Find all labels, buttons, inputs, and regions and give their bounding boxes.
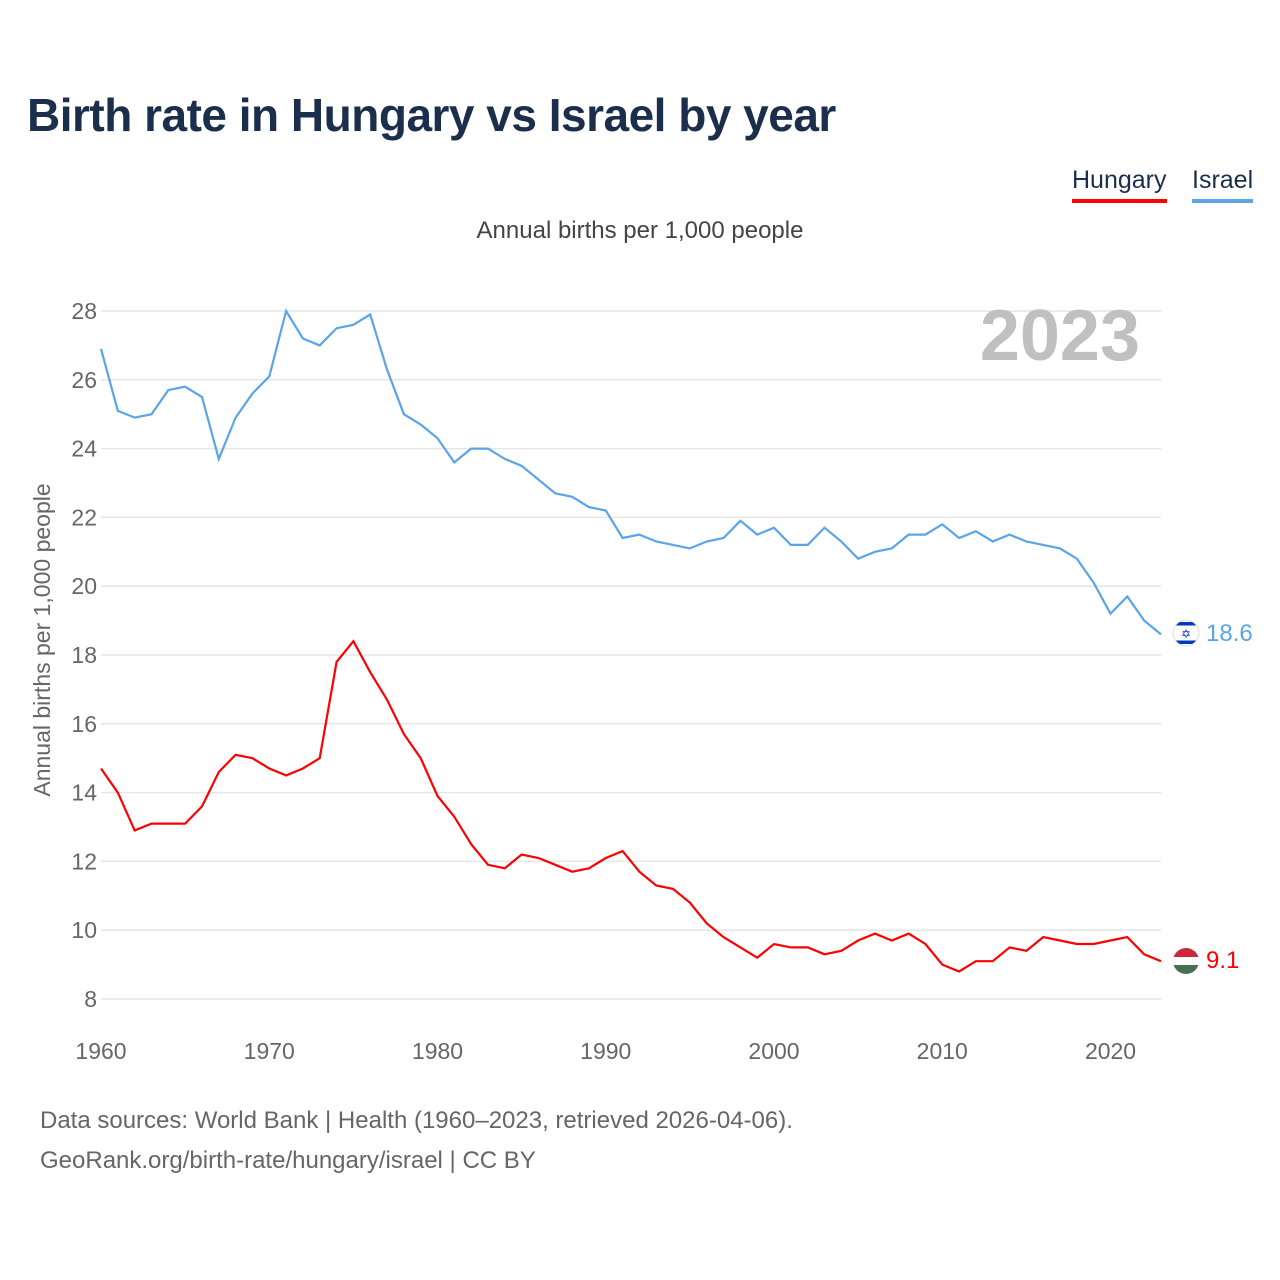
y-tick-label: 10: [71, 917, 97, 943]
y-tick-label: 20: [71, 573, 97, 599]
y-tick-label: 24: [71, 436, 97, 462]
year-watermark: 2023: [980, 296, 1140, 376]
svg-text:✡: ✡: [1181, 627, 1191, 641]
x-tick-label: 1980: [412, 1038, 463, 1064]
footer-source: Data sources: World Bank | Health (1960–…: [40, 1107, 793, 1134]
x-tick-label: 1970: [244, 1038, 295, 1064]
israel-flag-icon: ✡: [1172, 619, 1200, 647]
israel-series-line: [99, 308, 1162, 636]
x-tick-label: 2020: [1085, 1038, 1136, 1064]
footer-link[interactable]: GeoRank.org/birth-rate/hungary/israel | …: [40, 1147, 536, 1174]
y-tick-label: 22: [71, 504, 97, 530]
y-tick-label: 16: [71, 711, 97, 737]
y-tick-label: 26: [71, 367, 97, 393]
x-tick-label: 1990: [580, 1038, 631, 1064]
y-tick-label: 18: [71, 642, 97, 668]
hungary-end-label: 9.1: [1206, 947, 1239, 974]
chart-title: Birth rate in Hungary vs Israel by year: [27, 89, 836, 141]
x-tick-label: 2000: [748, 1038, 799, 1064]
hungary-flag-icon: [1173, 948, 1199, 974]
chart-subtitle: Annual births per 1,000 people: [476, 217, 804, 244]
israel-end-label: 18.6: [1206, 620, 1253, 647]
y-tick-label: 8: [84, 986, 97, 1012]
y-tick-label: 12: [71, 848, 97, 874]
legend-hungary[interactable]: Hungary: [1072, 166, 1167, 203]
y-axis-label: Annual births per 1,000 people: [29, 483, 55, 796]
legend-israel[interactable]: Israel: [1192, 166, 1254, 203]
y-tick-label: 14: [71, 780, 97, 806]
x-tick-label: 2010: [917, 1038, 968, 1064]
y-tick-label: 28: [71, 298, 97, 324]
x-tick-label: 1960: [75, 1038, 126, 1064]
hungary-series-line: [100, 639, 1162, 973]
